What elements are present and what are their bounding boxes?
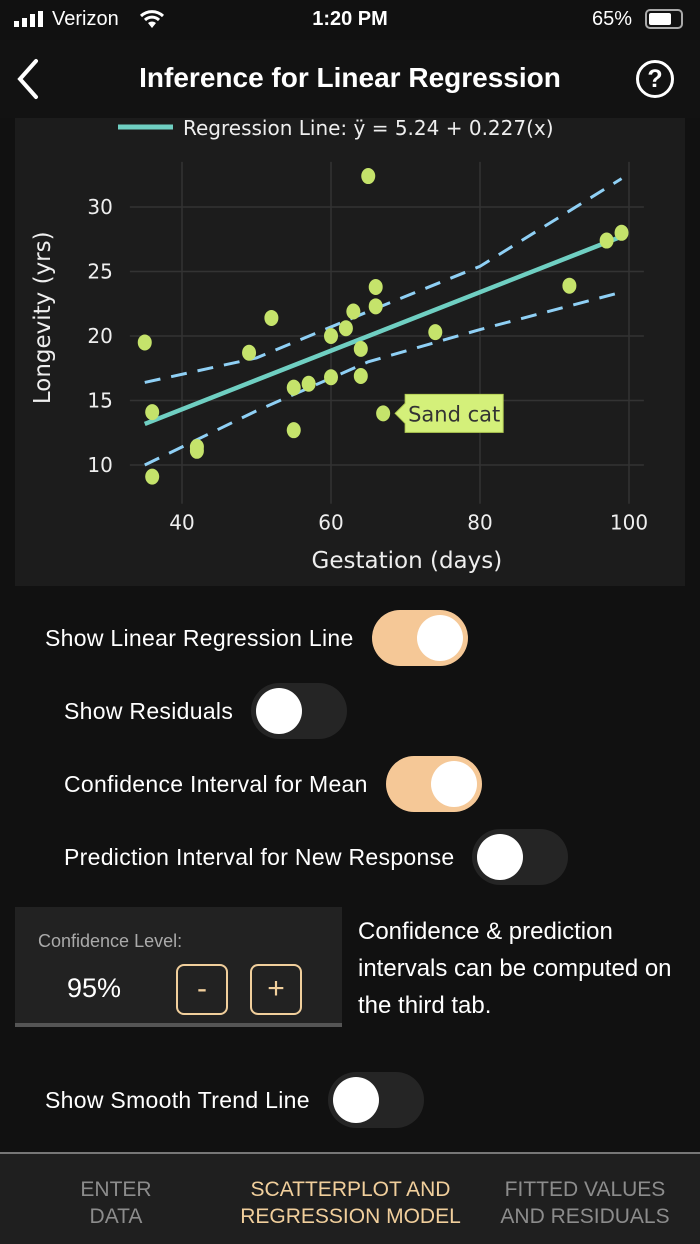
tab-bar: ENTER DATA SCATTERPLOT AND REGRESSION MODE… [0, 1152, 700, 1244]
data-point [145, 468, 160, 485]
scatterplot-chart: 40 60 80 100 10 15 20 25 30 Gestation (days) Longe… [15, 116, 685, 586]
data-point [189, 442, 204, 459]
x-tick-label: 100 [610, 511, 648, 535]
toggle-row-pi-new: Prediction Interval for New Response [64, 829, 569, 885]
interval-note: Confidence & prediction intervals can be… [358, 918, 672, 1019]
x-axis-label: Gestation (days) [312, 548, 503, 574]
ci-upper-band [144, 177, 623, 384]
tab-label: AND RESIDUALS [500, 1205, 670, 1228]
data-point [368, 298, 383, 315]
data-point [376, 405, 391, 422]
toggle-label: Prediction Interval for New Response [64, 843, 455, 870]
data-point [353, 367, 368, 384]
y-axis-label: Longevity (yrs) [30, 231, 56, 404]
toggle-label: Show Residuals [64, 697, 234, 724]
increment-button[interactable]: + [250, 964, 302, 1015]
data-point [428, 324, 443, 341]
annotation-box [394, 393, 504, 433]
tab-enter-data[interactable]: ENTER DATA [48, 1176, 184, 1230]
y-tick-label: 15 [87, 389, 112, 413]
data-point [353, 340, 368, 357]
decrement-button[interactable]: - [176, 964, 228, 1015]
carrier: Verizon [52, 8, 119, 30]
smooth-trend-toggle[interactable] [327, 1072, 424, 1128]
x-tick-label: 40 [169, 511, 194, 535]
regression-line [143, 234, 623, 427]
battery-icon [645, 9, 683, 29]
toggle-label: Show Smooth Trend Line [45, 1086, 310, 1113]
data-point [137, 334, 152, 351]
question-circle-icon[interactable]: ? [636, 60, 674, 98]
data-point [614, 224, 629, 241]
data-point [301, 375, 316, 392]
regression-line-toggle[interactable] [371, 610, 468, 666]
pi-new-toggle[interactable] [472, 829, 569, 885]
data-point [242, 344, 257, 361]
toggle-row-smooth: Show Smooth Trend Line [45, 1072, 424, 1128]
annotation-label: Sand cat [408, 402, 500, 426]
y-tick-label: 10 [87, 453, 112, 477]
confidence-level-box: Confidence Level: 95% - + [15, 907, 342, 1027]
chevron-left-icon[interactable] [14, 58, 42, 100]
ci-mean-toggle[interactable] [385, 756, 482, 812]
clock: 1:20 PM [312, 8, 388, 30]
data-point [324, 328, 338, 344]
x-tick-label: 60 [318, 511, 343, 535]
y-tick-label: 25 [87, 260, 112, 284]
battery-percent: 65% [592, 8, 633, 30]
data-point [361, 168, 376, 185]
ci-lower-band [144, 290, 622, 467]
data-point [368, 278, 383, 295]
toggle-label: Show Linear Regression Line [45, 624, 354, 651]
data-point [145, 404, 160, 421]
data-point [264, 309, 279, 326]
tab-scatterplot[interactable]: SCATTERPLOT AND REGRESSION MODEL [228, 1176, 473, 1230]
data-point [346, 303, 361, 320]
legend-label: Regression Line: ÿ = 5.24 + 0.227(x) [183, 118, 554, 140]
residuals-toggle[interactable] [251, 683, 348, 739]
y-tick-label: 30 [87, 195, 112, 219]
data-point [324, 369, 338, 386]
data-point [562, 277, 577, 294]
data-point [286, 422, 301, 439]
page-title: Inference for Linear Regression [139, 62, 561, 93]
confidence-value: 95% [67, 973, 122, 1003]
tab-label: SCATTERPLOT AND [250, 1178, 451, 1201]
data-point [286, 379, 301, 396]
toggle-row-regression: Show Linear Regression Line [45, 610, 468, 666]
nav-header: Inference for Linear Regression ? [0, 40, 700, 118]
tab-label: DATA [89, 1205, 143, 1228]
toggle-row-ci-mean: Confidence Interval for Mean [64, 756, 482, 812]
data-point [599, 232, 614, 249]
toggle-row-residuals: Show Residuals [64, 683, 348, 739]
tab-fitted-values[interactable]: FITTED VALUES AND RESIDUALS [485, 1176, 685, 1230]
y-tick-label: 20 [87, 324, 112, 348]
tab-label: REGRESSION MODEL [240, 1205, 461, 1228]
data-point [338, 320, 353, 337]
tab-label: ENTER [80, 1178, 152, 1201]
tab-label: FITTED VALUES [504, 1178, 666, 1201]
toggle-label: Confidence Interval for Mean [64, 770, 368, 797]
confidence-label: Confidence Level: [38, 931, 183, 951]
wifi-icon [139, 10, 165, 28]
signal-icon [14, 11, 43, 27]
status-bar: Verizon 1:20 PM 65% [0, 0, 700, 40]
x-tick-label: 80 [467, 511, 492, 535]
